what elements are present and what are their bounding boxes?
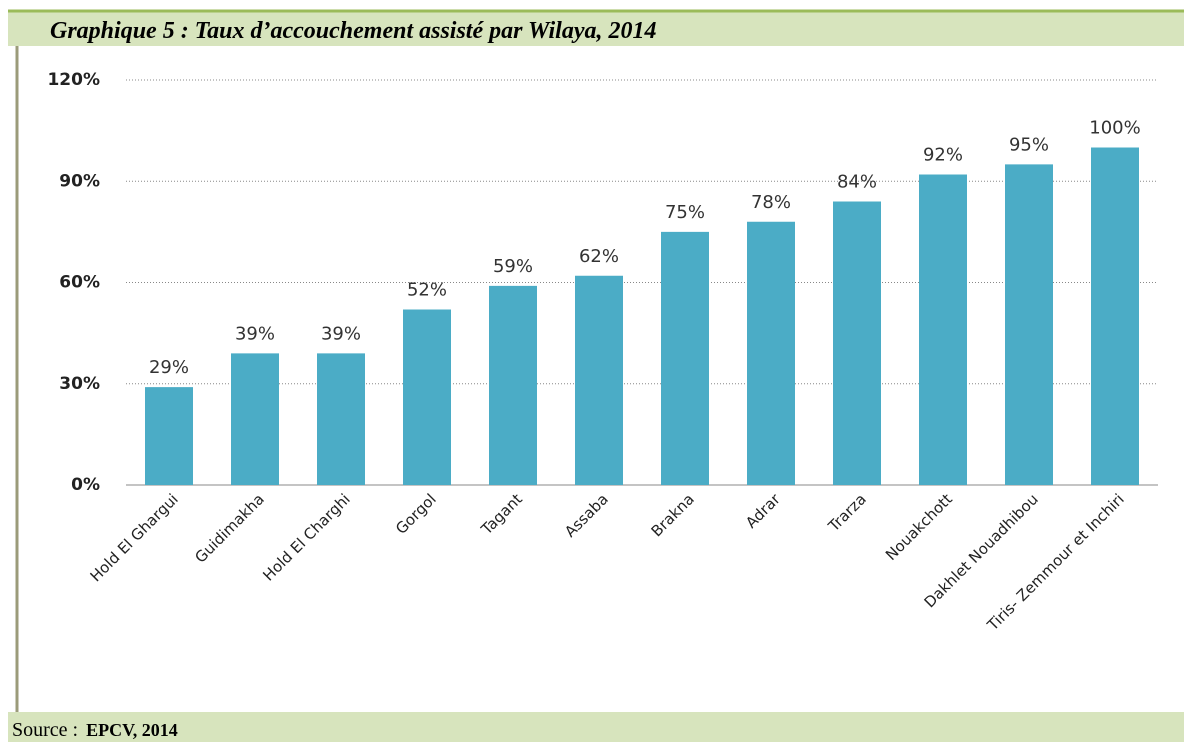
source-value: EPCV, 2014 xyxy=(86,720,178,740)
y-tick-label: 90% xyxy=(59,171,100,191)
x-tick-label: Trarza xyxy=(824,490,870,536)
value-label: 95% xyxy=(1009,134,1049,155)
bar xyxy=(231,353,279,485)
value-label: 59% xyxy=(493,256,533,277)
value-label: 62% xyxy=(579,246,619,267)
source: Source : EPCV, 2014 xyxy=(12,719,178,741)
y-tick-label: 60% xyxy=(59,273,100,293)
x-tick-label: Gorgol xyxy=(392,490,440,538)
x-tick-label: Guidimakha xyxy=(191,490,268,567)
value-label: 92% xyxy=(923,145,963,166)
value-label: 78% xyxy=(751,192,791,213)
source-label: Source : xyxy=(12,719,78,741)
x-tick-label: Adrar xyxy=(742,490,784,532)
x-tick-label: Brakna xyxy=(648,490,698,540)
bar xyxy=(747,221,795,485)
value-label: 84% xyxy=(837,172,877,193)
chart-title: Graphique 5 : Taux d’accouchement assist… xyxy=(50,18,656,44)
bar xyxy=(833,201,881,485)
y-tick-label: 120% xyxy=(47,70,100,90)
bar xyxy=(403,309,451,485)
bar xyxy=(1005,164,1053,485)
source-bar xyxy=(8,712,1184,742)
x-tick-label: Hold El Charghi xyxy=(259,490,353,584)
value-label: 39% xyxy=(235,323,275,344)
value-label: 75% xyxy=(665,202,705,223)
bar xyxy=(489,285,537,485)
x-tick-label: Tagant xyxy=(477,490,526,539)
bar xyxy=(661,231,709,485)
bar xyxy=(145,387,193,485)
value-label: 52% xyxy=(407,280,447,301)
x-tick-label: Hold El Ghargui xyxy=(87,490,182,585)
x-tick-label: Assaba xyxy=(561,490,612,541)
x-tick-label: Tiris- Zemmour et Inchiri xyxy=(983,490,1128,635)
value-label: 39% xyxy=(321,323,361,344)
value-label: 100% xyxy=(1089,118,1140,139)
y-tick-label: 0% xyxy=(71,475,100,495)
x-tick-label: Nouakchott xyxy=(882,490,956,564)
bar xyxy=(919,174,967,485)
value-label: 29% xyxy=(149,357,189,378)
bar xyxy=(1091,147,1139,485)
bar xyxy=(575,275,623,485)
y-tick-label: 30% xyxy=(59,374,100,394)
bar xyxy=(317,353,365,485)
title-bar xyxy=(8,10,1184,46)
